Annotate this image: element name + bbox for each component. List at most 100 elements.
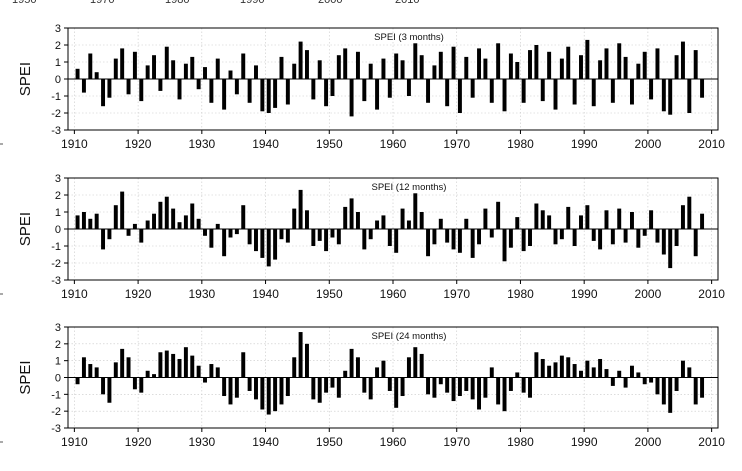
panel-2-bar	[623, 229, 628, 243]
panel-2-bar	[553, 229, 558, 245]
panel-3-bar	[183, 347, 188, 378]
panel-2-bar	[298, 189, 303, 229]
panel-2-bar	[445, 229, 450, 243]
panel-1-bar	[375, 79, 380, 110]
panel-1-bar	[387, 79, 392, 98]
panel-1-ytick-label: -2	[51, 108, 61, 120]
panel-1-bar	[489, 79, 494, 103]
panel-3-bar	[413, 347, 418, 378]
panel-1-bar	[317, 60, 322, 79]
panel-3-bar	[387, 377, 392, 391]
panel-2-bar	[438, 218, 443, 229]
panel-3-bar	[336, 377, 341, 398]
panel-3-bar	[700, 377, 705, 398]
panel-3-bar	[164, 350, 169, 378]
panel-2-bar	[636, 229, 641, 248]
panel-3-bar	[203, 377, 207, 383]
panel-1-bar	[553, 79, 558, 110]
panel-3-bar	[674, 377, 679, 391]
panel-2-bar	[126, 229, 131, 236]
panel-2-bar	[88, 218, 93, 229]
panel-3-bar	[553, 362, 558, 378]
panel-3-xtick-label: 2010	[698, 435, 725, 449]
panel-1-bar	[298, 41, 303, 79]
panel-3-bar	[406, 357, 411, 378]
panel-1-bar	[406, 79, 411, 96]
panel-2-bar	[693, 229, 698, 257]
panel-1-bar	[254, 65, 258, 79]
panel-1-bar	[273, 79, 278, 108]
panel-3-bar	[311, 377, 316, 400]
panel-3-bar	[120, 348, 125, 378]
panel-1-ytick-label: 3	[55, 23, 61, 35]
panel-3-bar	[228, 377, 233, 405]
panel-1-bar	[81, 79, 86, 93]
panel-1-bar	[368, 63, 373, 79]
panel-3-bar	[528, 377, 532, 398]
panel-2-bar	[355, 212, 360, 229]
panel-3-bar	[572, 364, 577, 378]
panel-3-bar	[617, 370, 622, 378]
panel-2-bar	[668, 229, 673, 269]
panel-3-bar	[661, 377, 666, 405]
panel-2-bar	[375, 220, 380, 229]
panel-1-bar	[113, 58, 118, 79]
panel-2-bar	[266, 229, 271, 267]
panel-3-bar	[642, 377, 647, 385]
panel-3-bar	[126, 357, 131, 378]
panel-1-bar	[355, 51, 360, 79]
panel-2-bar	[113, 205, 118, 229]
panel-1-bar	[209, 79, 214, 103]
panel-3-bar	[655, 377, 660, 395]
panel-3-xtick-label: 1910	[61, 435, 88, 449]
panel-3-ytick-label: 3	[55, 322, 61, 334]
panel-3-bar	[81, 357, 86, 378]
panel-1-bar	[279, 56, 284, 79]
panel-2-ytick-label: -2	[51, 258, 61, 270]
panel-2-bar	[190, 203, 195, 229]
panel-1-bar	[636, 63, 641, 79]
panel-3-bar	[298, 332, 303, 378]
panel-1-xtick-label: 1930	[188, 137, 215, 151]
panel-1-bar	[693, 50, 698, 79]
panel-1-xtick-label: 1990	[571, 137, 598, 151]
panel-2-bar	[610, 229, 615, 245]
panel-2-bar	[674, 229, 679, 246]
panel-3-bar	[113, 362, 118, 378]
panel-2-bar	[273, 229, 278, 260]
panel-1-bar	[139, 79, 144, 102]
panel-2-bar	[400, 208, 405, 229]
panel-2-bar	[700, 213, 705, 229]
panel-3-bar	[534, 352, 539, 378]
panel-3-xtick-label: 2000	[635, 435, 662, 449]
panel-1-bar	[591, 79, 596, 107]
panel-3-bar	[540, 358, 545, 378]
panel-3-xtick-label: 1960	[380, 435, 407, 449]
panel-2-bar	[343, 206, 348, 229]
panel-2-bar	[285, 229, 290, 243]
panel-3-bar	[292, 357, 297, 378]
panel-2-bar	[489, 229, 494, 238]
panel-3-bar	[273, 377, 278, 412]
panel-3-bar	[604, 369, 609, 378]
panel-3-bar	[381, 360, 386, 378]
panel-1-bar	[483, 58, 488, 79]
panel-2-bar	[247, 229, 252, 245]
panel-3-bar	[285, 377, 290, 397]
panel-3-bar	[362, 377, 367, 393]
panel-3-bar	[247, 377, 252, 391]
panel-3-bar	[438, 377, 443, 385]
panel-3-bar	[266, 377, 271, 415]
panel-3-bar	[502, 377, 507, 412]
panel-2-bar	[572, 229, 577, 246]
panel-1-bar	[215, 58, 220, 79]
panel-2-xtick-label: 1950	[316, 287, 343, 301]
panel-1-bar	[349, 79, 354, 117]
panel-3-bar	[470, 377, 475, 400]
panel-2-bar	[222, 229, 227, 257]
panel-1-xtick-label: 2000	[635, 137, 662, 151]
panel-1-bar	[222, 79, 227, 110]
panel-2-bar	[381, 215, 386, 229]
panel-2-xtick-label: 1930	[188, 287, 215, 301]
